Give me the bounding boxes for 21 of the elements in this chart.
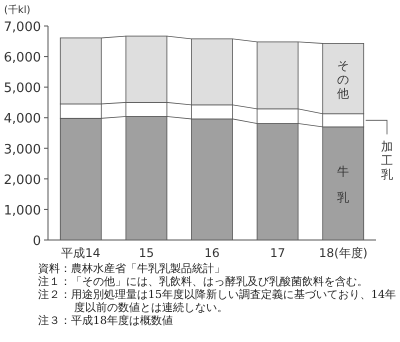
- y-tick-label: 2,000: [4, 172, 41, 188]
- text: 注３：平成18年度は概数値: [38, 314, 174, 327]
- y-tick-label: 5,000: [4, 81, 41, 96]
- x-tick-label: 16: [204, 246, 220, 260]
- series-label: その他: [337, 58, 350, 101]
- y-tick-label: 3,000: [4, 142, 41, 158]
- y-tick-label: 1,000: [4, 203, 41, 218]
- y-tick-label: 4,000: [4, 112, 41, 127]
- text: 注１：「その他」には、乳飲料、はっ酵乳及び乳酸菌飲料を含む。: [38, 275, 369, 288]
- x-tick-label: 15: [138, 246, 154, 260]
- series-label: 牛乳: [337, 164, 350, 204]
- legend-label: 加工乳: [381, 139, 393, 182]
- y-tick-label: 7,000: [4, 20, 41, 35]
- x-tick-label: 平成14: [61, 246, 100, 260]
- text: 注２：用途別処理量は15年度以降新しい調査定義に基づいており、14年度以前の数値とは連続しない。: [38, 288, 397, 314]
- y-axis-title: (千kl): [4, 4, 30, 16]
- x-tick-label: 18(年度): [318, 246, 368, 260]
- y-tick-label: 0: [32, 234, 41, 249]
- y-tick-label: 6,000: [4, 50, 41, 66]
- text: 資料：農林水産省「牛乳乳製品統計」: [38, 262, 226, 275]
- x-tick-label: 17: [270, 246, 286, 260]
